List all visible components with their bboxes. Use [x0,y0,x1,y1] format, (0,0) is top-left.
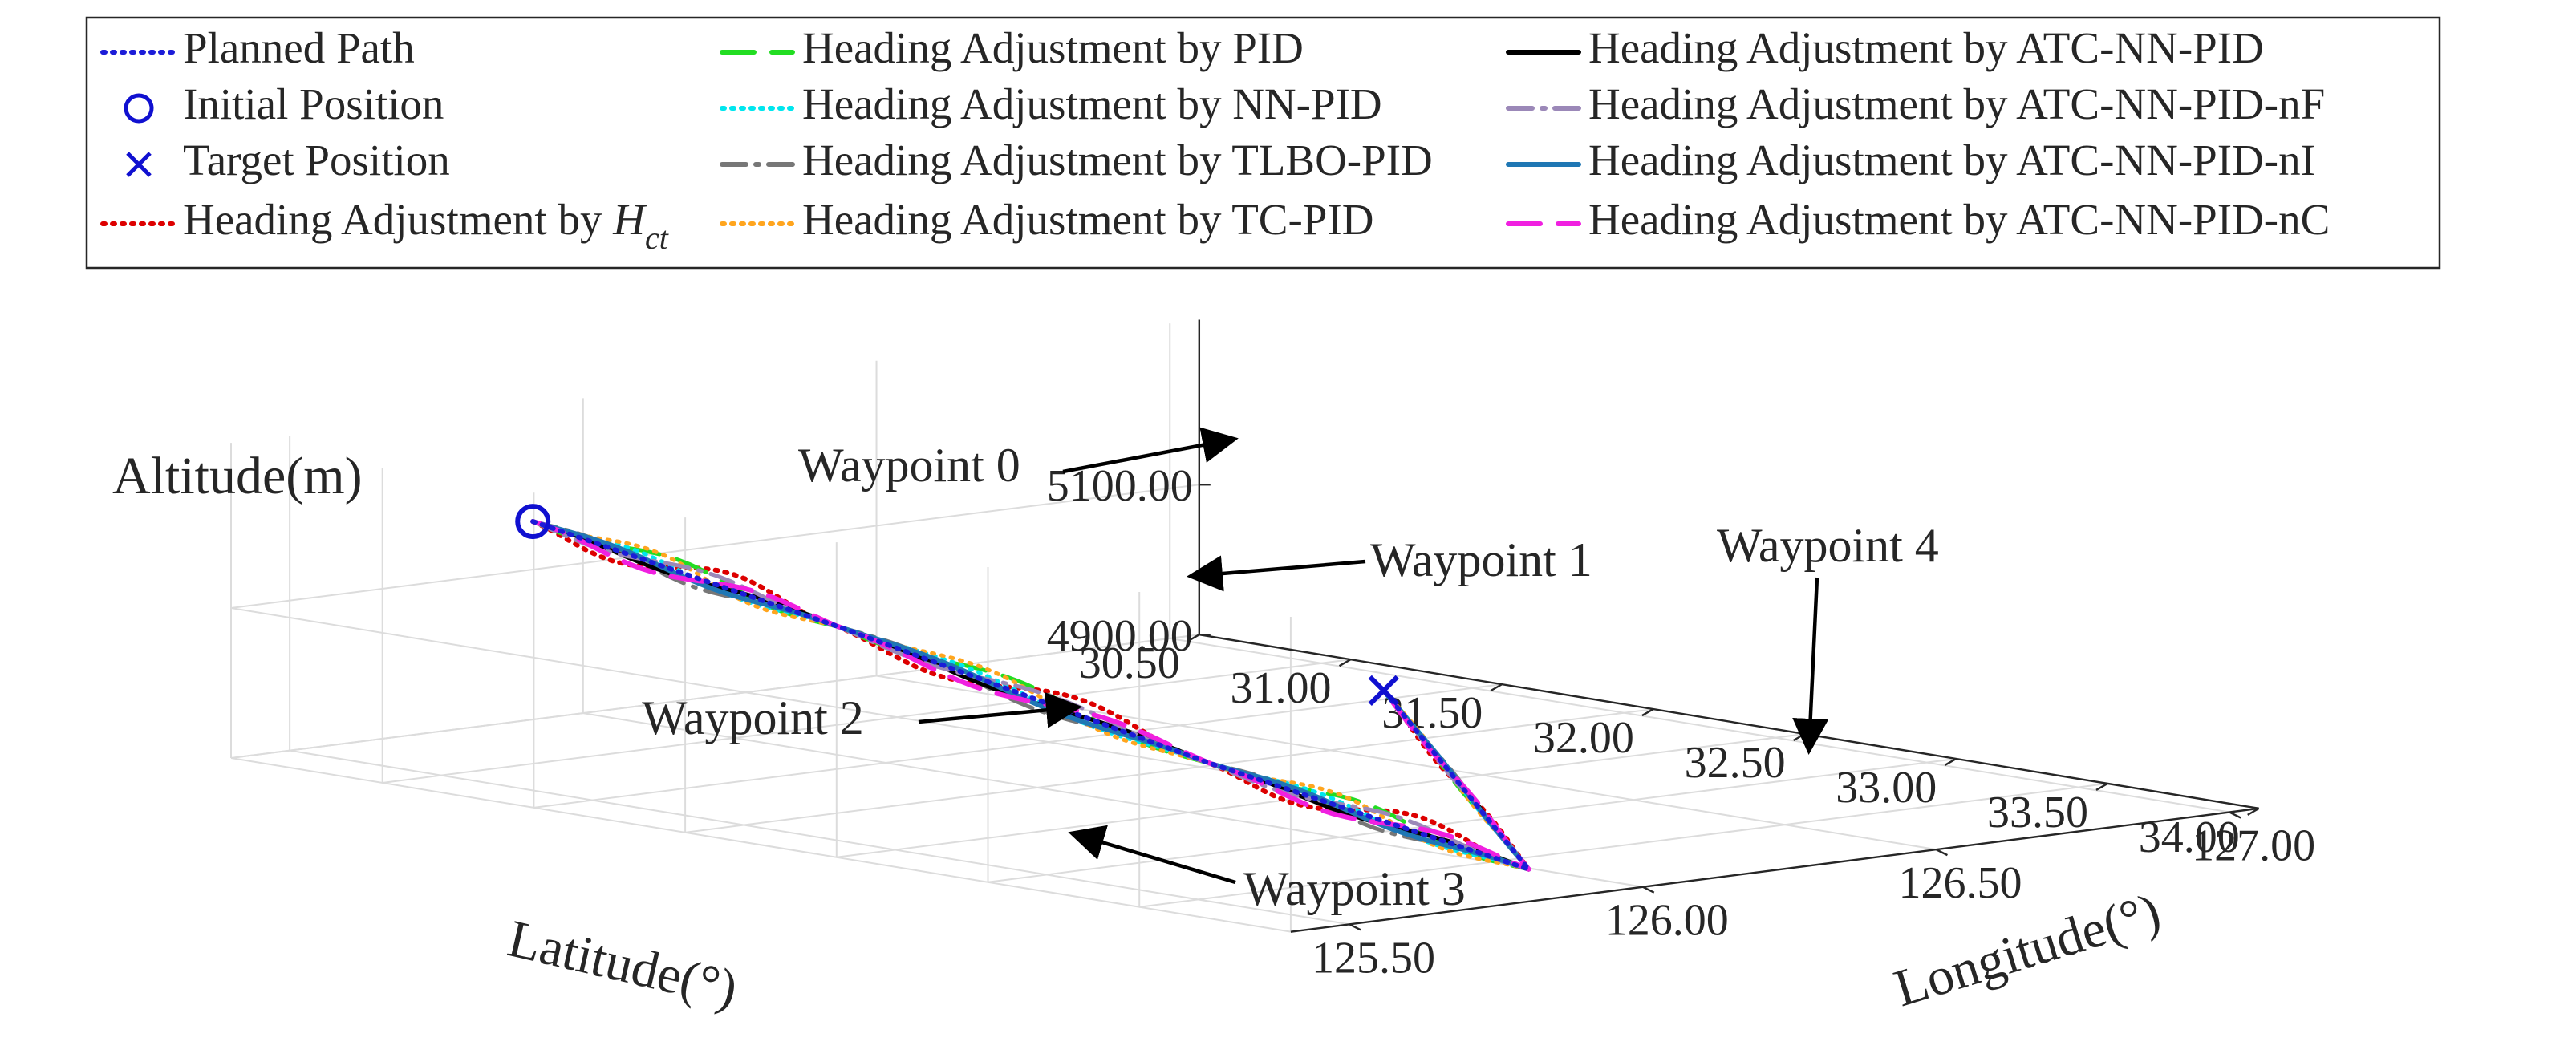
longitude-axis-line [1290,807,2259,933]
latitude-axis-label: Latitude(°) [503,909,743,1018]
grid-layer [230,323,2259,933]
floor-gridline [289,749,1350,926]
floor-gridline [684,708,1654,833]
longitude-tick-label: 125.50 [1312,933,1435,983]
planned-path-line [530,519,1536,874]
legend-entry: Heading Adjustment by ATC-NN-PID-nC [1506,195,2330,244]
latitude-tick [1641,708,1654,717]
legend-box [85,16,2441,270]
floor-gridline [1170,637,2230,813]
longitude-tick [2229,811,2241,819]
waypoint-arrow [1068,825,1236,885]
legend-label: Heading Adjustment by PID [802,23,1304,72]
longitude-tick-label: 127.00 [2192,821,2315,871]
back-wall-gridline [230,484,1199,609]
waypoint-label: Waypoint 2 [642,691,864,744]
legend-entry: Heading Adjustment by PID [720,23,1304,72]
latitude-tick [2095,782,2108,791]
initial-position-marker [515,504,551,540]
legend-circle-icon [124,93,154,124]
legend-label: Target Position [183,136,450,184]
latitude-axis-line [1199,634,2259,810]
legend-entry: Initial Position [124,79,444,128]
legend-entry: Heading Adjustment by ATC-NN-PID [1506,23,2264,72]
waypoint-label: Waypoint 1 [1370,533,1592,586]
marker-layer [515,504,1399,707]
waypoint-arrow [1062,427,1239,474]
legend-label: Heading Adjustment by ATC-NN-PID-nF [1588,79,2325,128]
waypoint-arrow [1792,577,1829,755]
legend-label: Heading Adjustment by TC-PID [802,195,1373,244]
legend-label: Heading Adjustment by ATC-NN-PID [1588,23,2264,72]
longitude-tick-label: 126.00 [1605,896,1729,946]
legend-label: Heading Adjustment by TLBO-PID [802,136,1433,184]
latitude-tick-label: 32.50 [1685,738,1786,788]
waypoint-label: Waypoint 3 [1243,862,1466,915]
legend-label: Heading Adjustment by ATC-NN-PID-nC [1588,195,2330,244]
side-wall-gridline [230,757,1292,933]
back-wall-gridline [230,634,1199,759]
legend-label: Heading Adjustment by Hct [183,195,669,256]
latitude-tick-label: 33.00 [1836,763,1937,813]
waypoint-label: Waypoint 0 [798,439,1020,492]
latitude-tick [1944,757,1957,767]
latitude-tick [1338,659,1352,667]
longitude-tick [1642,886,1655,894]
waypoint-label: Waypoint 4 [1717,519,1939,572]
legend-entry: Heading Adjustment by TC-PID [720,195,1373,244]
latitude-tick [1187,634,1200,642]
series-line [530,519,1531,872]
legend-cross-icon [126,152,152,177]
latitude-tick-label: 31.50 [1381,688,1483,738]
legend-entry: Heading Adjustment by TLBO-PID [720,136,1433,184]
legend-entry: Heading Adjustment by ATC-NN-PID-nF [1506,79,2325,128]
longitude-tick [1935,849,1948,857]
altitude-tick-label: 4900.00 [1047,611,1193,661]
latitude-tick-label: 31.00 [1231,663,1332,713]
series-layer [530,519,1536,874]
axis-layer: 125.50 126.00 126.50 127.00 30.50 31.00 31.50 3… [112,319,2315,1019]
legend-entry: Heading Adjustment by ATC-NN-PID-nI [1506,136,2315,184]
longitude-tick [1349,923,1361,931]
latitude-tick-label: 33.50 [1987,788,2088,837]
floor-gridline [1139,782,2108,908]
legend-entry: Planned Path [100,23,415,72]
floor-gridline [988,757,1957,883]
legend-label: Planned Path [183,23,415,72]
latitude-tick [2247,807,2260,816]
latitude-tick-label: 32.00 [1533,713,1634,763]
legend-label: Initial Position [183,79,444,128]
floor-gridline [382,659,1351,784]
legend-entry: Target Position [126,136,450,184]
floor-gridline [582,712,1643,888]
floor-gridline [533,683,1503,809]
legend: Planned Path Initial Position Target Posit… [85,16,2441,270]
longitude-tick-label: 126.50 [1898,858,2022,908]
waypoint-arrow [918,691,1082,728]
legend-entry: Heading Adjustment by Hct [100,195,669,256]
legend-label: Heading Adjustment by ATC-NN-PID-nI [1588,136,2315,184]
legend-label: Heading Adjustment by NN-PID [802,79,1382,128]
latitude-tick-label: 34.00 [2139,813,2240,862]
latitude-tick-label: 30.50 [1079,638,1180,688]
annotation-layer: Waypoint 0 Waypoint 1 Waypoint 2 Waypoint 3… [642,427,1939,915]
legend-entry: Heading Adjustment by NN-PID [720,79,1382,128]
latitude-tick [1490,683,1503,692]
target-position-marker [1368,675,1399,707]
altitude-axis-label: Altitude(m) [112,447,363,505]
waypoint-arrow [1187,555,1366,592]
side-wall-gridline [230,607,1292,783]
